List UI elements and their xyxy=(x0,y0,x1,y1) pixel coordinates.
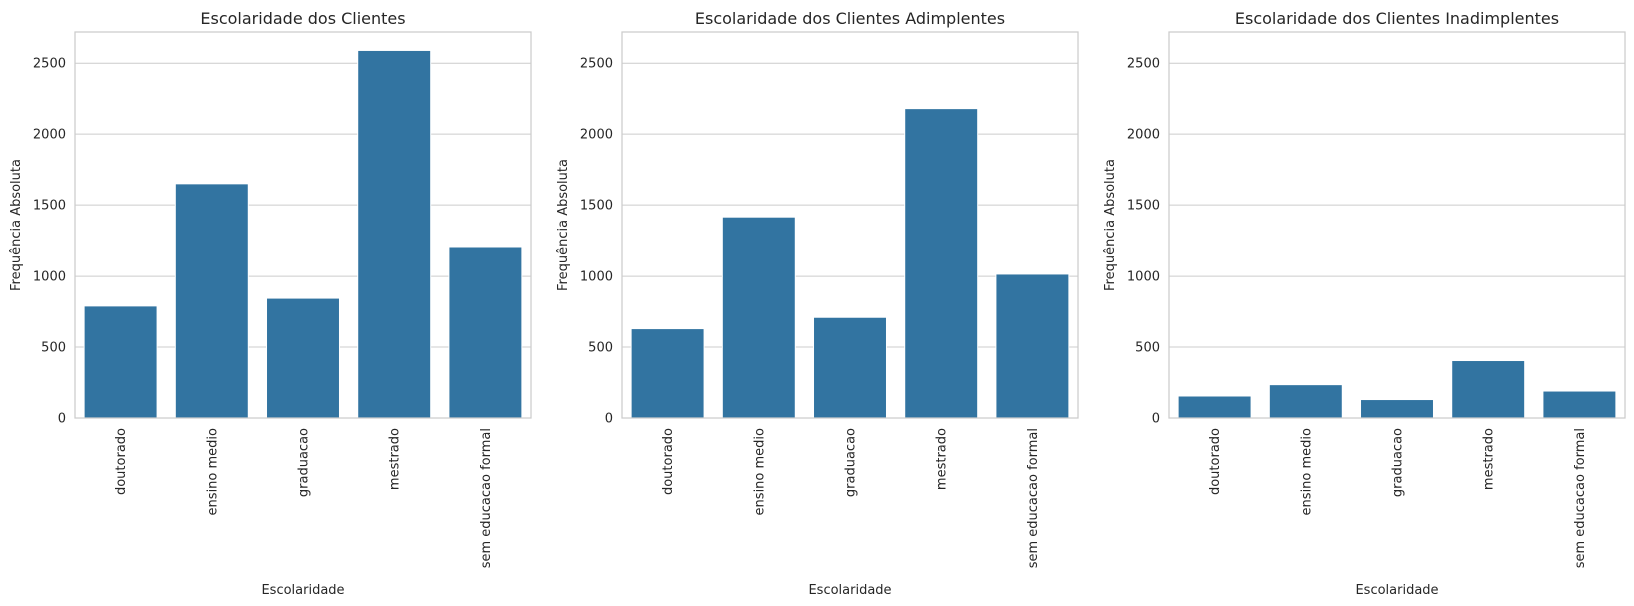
bar-mestrado xyxy=(904,108,979,419)
bar-ensino-medio xyxy=(721,216,796,419)
y-tick-label: 0 xyxy=(58,412,66,427)
plot-frame xyxy=(621,31,1079,419)
y-tick-label: 0 xyxy=(1152,412,1160,427)
x-tick-label: ensino medio xyxy=(205,428,220,515)
x-tick-label: graduacao xyxy=(1391,428,1406,497)
bar-doutorado xyxy=(630,328,705,419)
x-axis-label: Escolaridade xyxy=(1355,583,1438,598)
y-tick-label: 1500 xyxy=(580,199,613,214)
chart-panel-3: 0 500 1000 1500 2000 2500 doutorado ensino medi… xyxy=(1103,9,1626,598)
bar-graduacao xyxy=(813,316,887,419)
x-tick-label: ensino medio xyxy=(752,428,767,515)
chart-panel-1: 0 500 1000 1500 2000 2500 doutorado ensino medi… xyxy=(9,9,532,598)
y-tick-label: 2000 xyxy=(1127,128,1160,143)
x-tick-label: doutorado xyxy=(114,428,129,495)
y-tick-label: 0 xyxy=(605,412,613,427)
bar-ensino-medio xyxy=(174,183,249,419)
y-tick-label: 1500 xyxy=(1127,199,1160,214)
y-tick-label: 2000 xyxy=(580,128,613,143)
chart-panel-2: 0 500 1000 1500 2000 2500 doutorado ensino medi… xyxy=(556,9,1079,598)
bar-doutorado xyxy=(83,305,158,419)
y-tick-label: 1500 xyxy=(33,199,66,214)
plot-frame xyxy=(1168,31,1626,419)
chart-title: Escolaridade dos Clientes Adimplentes xyxy=(695,9,1005,28)
bar-doutorado xyxy=(1177,395,1252,419)
chart-title: Escolaridade dos Clientes xyxy=(200,9,405,28)
bar-sem-educacao-formal xyxy=(995,273,1070,419)
plot-frame xyxy=(74,31,532,419)
bar-sem-educacao-formal xyxy=(448,246,523,419)
y-tick-label: 2500 xyxy=(580,57,613,72)
x-axis-label: Escolaridade xyxy=(261,583,344,598)
bar-graduacao xyxy=(1360,399,1434,419)
x-tick-label: doutorado xyxy=(661,428,676,495)
bar-mestrado xyxy=(357,49,432,419)
x-axis-label: Escolaridade xyxy=(808,583,891,598)
y-tick-label: 2500 xyxy=(33,57,66,72)
bar-graduacao xyxy=(266,297,340,419)
y-tick-label: 500 xyxy=(41,341,66,356)
x-tick-label: mestrado xyxy=(1482,428,1497,490)
x-tick-label: graduacao xyxy=(844,428,859,497)
x-tick-label: graduacao xyxy=(297,428,312,497)
y-tick-label: 1000 xyxy=(580,270,613,285)
x-tick-label: sem educacao formal xyxy=(479,428,494,568)
y-tick-label: 500 xyxy=(1135,341,1160,356)
y-tick-label: 2500 xyxy=(1127,57,1160,72)
chart-title: Escolaridade dos Clientes Inadimplentes xyxy=(1235,9,1559,28)
y-tick-label: 2000 xyxy=(33,128,66,143)
x-tick-label: mestrado xyxy=(388,428,403,490)
x-tick-label: sem educacao formal xyxy=(1026,428,1041,568)
bar-ensino-medio xyxy=(1268,384,1343,419)
y-tick-label: 1000 xyxy=(33,270,66,285)
y-tick-label: 1000 xyxy=(1127,270,1160,285)
x-tick-label: ensino medio xyxy=(1299,428,1314,515)
y-axis-label: Frequência Absoluta xyxy=(1103,159,1118,291)
x-tick-label: mestrado xyxy=(935,428,950,490)
x-tick-label: doutorado xyxy=(1208,428,1223,495)
y-axis-label: Frequência Absoluta xyxy=(556,159,571,291)
bar-mestrado xyxy=(1451,360,1526,419)
bar-sem-educacao-formal xyxy=(1542,390,1617,419)
y-axis-label: Frequência Absoluta xyxy=(9,159,24,291)
y-tick-label: 500 xyxy=(588,341,613,356)
x-tick-label: sem educacao formal xyxy=(1573,428,1588,568)
